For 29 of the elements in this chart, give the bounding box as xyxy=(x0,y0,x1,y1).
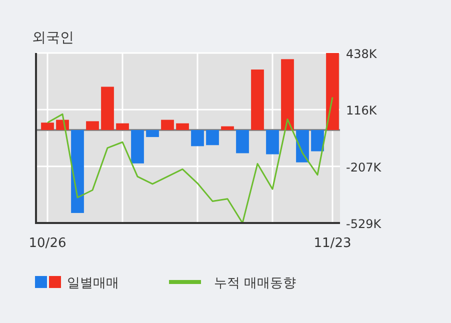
bar xyxy=(326,53,339,130)
bar xyxy=(266,130,279,154)
x-tick-label: 10/26 xyxy=(28,236,66,251)
legend-label: 누적 매매동향 xyxy=(214,276,296,291)
y-tick-label: -207K xyxy=(346,160,382,174)
bar xyxy=(281,59,294,130)
y-tick-label: 116K xyxy=(346,104,378,118)
bar xyxy=(296,130,309,162)
legend-label: 일별매매 xyxy=(67,276,119,291)
y-tick-label: 438K xyxy=(346,47,378,61)
chart-title: 외국인 xyxy=(32,30,74,46)
bar xyxy=(176,123,189,130)
bar xyxy=(206,130,219,146)
bar xyxy=(71,130,84,213)
line-series xyxy=(46,96,334,224)
bar xyxy=(131,130,144,164)
bar xyxy=(116,123,129,130)
bar xyxy=(86,121,99,130)
bar xyxy=(41,122,54,130)
bar xyxy=(101,86,114,130)
bar xyxy=(191,130,204,146)
bar xyxy=(161,120,174,130)
y-tick-label: -529K xyxy=(346,217,382,231)
bar xyxy=(236,130,249,154)
x-tick-label: 11/23 xyxy=(314,236,352,251)
bar xyxy=(311,130,324,152)
bar xyxy=(221,126,234,130)
bar xyxy=(146,130,159,138)
bar xyxy=(251,70,264,130)
